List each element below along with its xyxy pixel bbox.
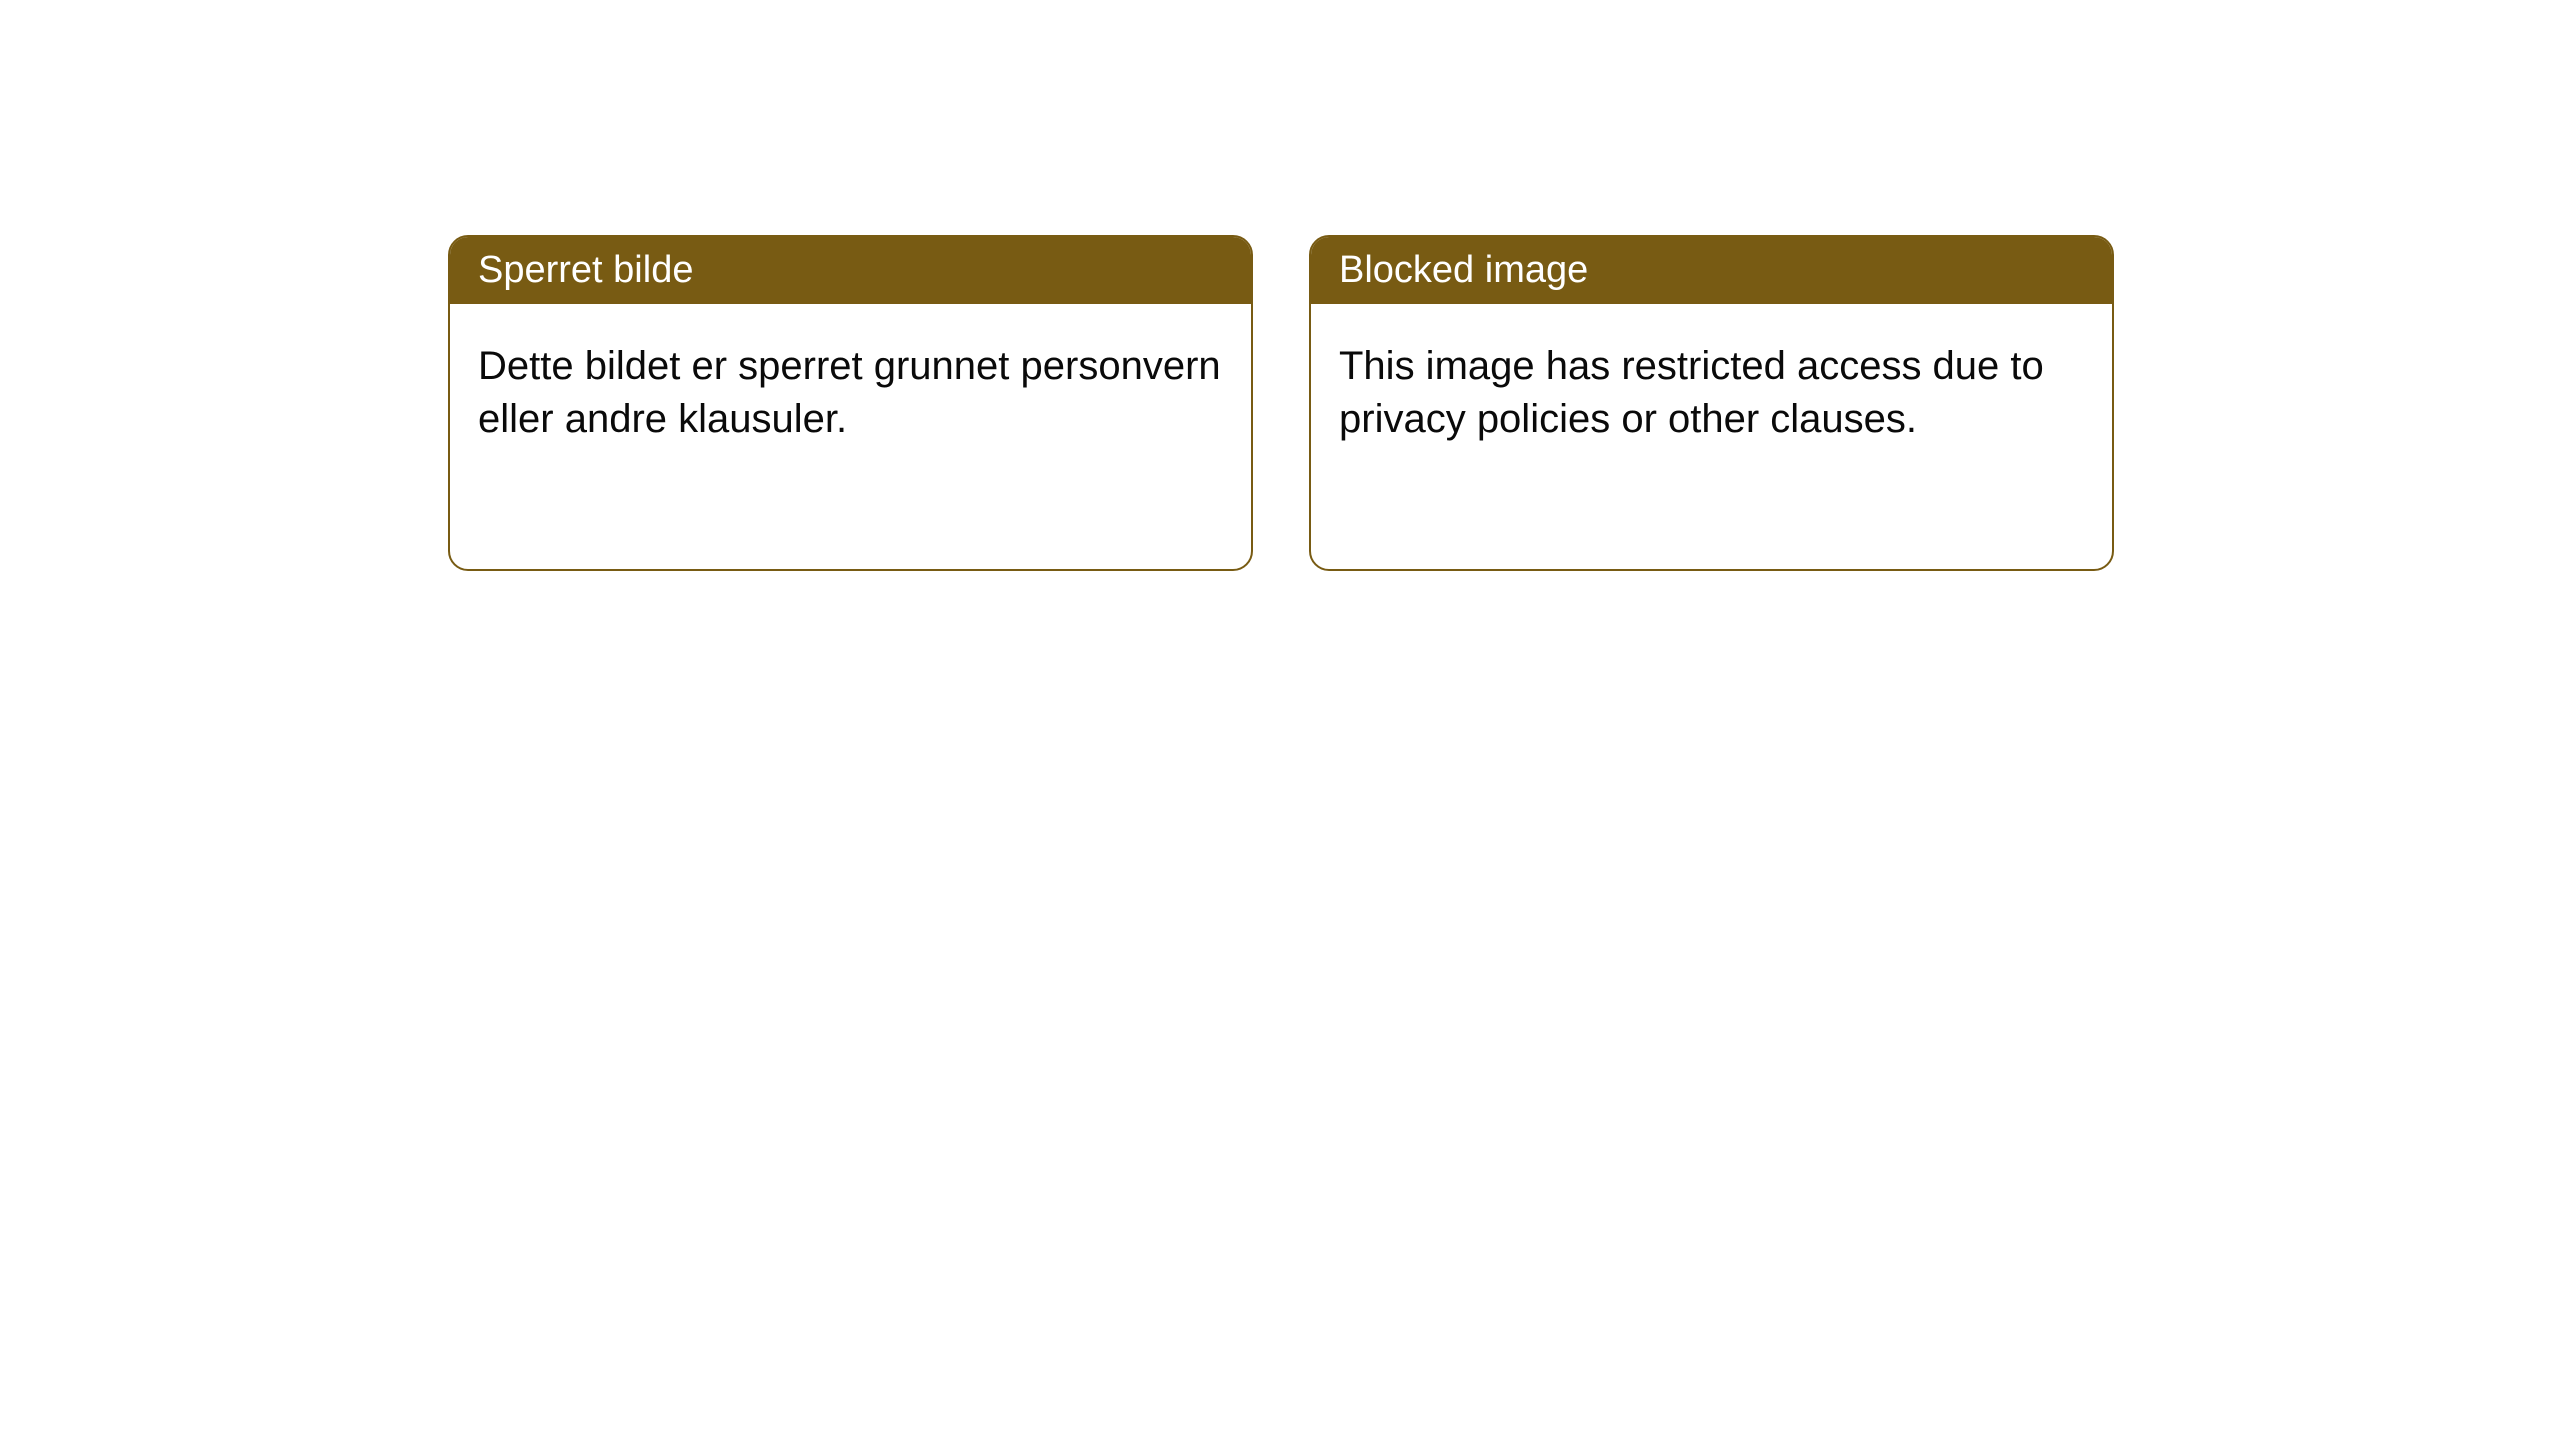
card-body-text: This image has restricted access due to … (1339, 344, 2044, 441)
card-title: Blocked image (1339, 249, 1588, 291)
notice-cards-container: Sperret bilde Dette bildet er sperret gr… (448, 235, 2114, 571)
card-header: Sperret bilde (450, 237, 1251, 304)
card-body: This image has restricted access due to … (1311, 304, 2112, 482)
notice-card-no: Sperret bilde Dette bildet er sperret gr… (448, 235, 1253, 571)
card-body: Dette bildet er sperret grunnet personve… (450, 304, 1251, 482)
card-body-text: Dette bildet er sperret grunnet personve… (478, 344, 1221, 441)
card-title: Sperret bilde (478, 249, 693, 291)
card-header: Blocked image (1311, 237, 2112, 304)
notice-card-en: Blocked image This image has restricted … (1309, 235, 2114, 571)
